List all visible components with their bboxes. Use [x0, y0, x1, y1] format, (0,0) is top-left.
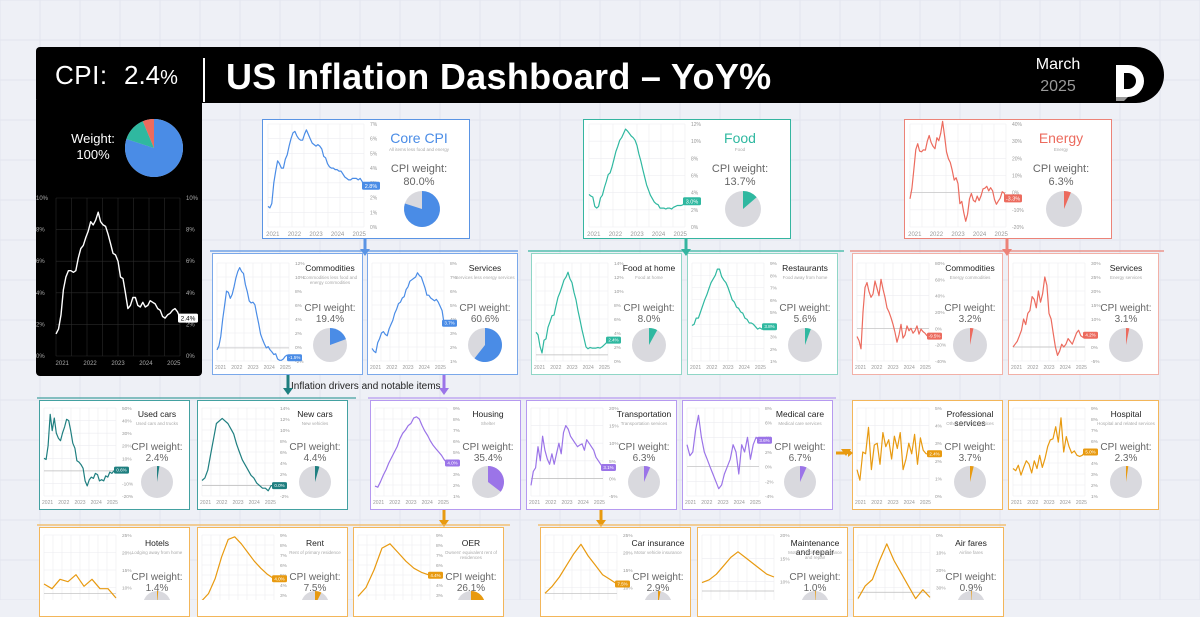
- food-home-weight: CPI weight: 8.0%: [623, 303, 675, 325]
- food-home-subtitle: Food at home: [635, 275, 663, 280]
- used-cars-weight: CPI weight: 2.4%: [131, 442, 183, 464]
- air-fares-subtitle: Airline fares: [959, 550, 983, 555]
- food-home-title: Food at home: [622, 263, 676, 273]
- used-cars-subtitle: Used cars and trucks: [135, 421, 179, 426]
- hotels-subtitle: Lodging away from home: [131, 550, 183, 555]
- report-year: 2025: [1040, 78, 1076, 95]
- restaurants-weight: CPI weight: 5.6%: [779, 303, 831, 325]
- professional-services-subtitle: Other personal services: [946, 421, 994, 426]
- core-commodities-weight: CPI weight: 19.4%: [304, 303, 356, 325]
- air-fares-weight: CPI weight: 0.9%: [945, 572, 997, 594]
- food-subtitle: Food: [734, 147, 746, 152]
- professional-services-title: Professional services: [946, 409, 994, 428]
- new-cars-title: New cars: [297, 409, 333, 419]
- hospital-title: Hospital: [1110, 409, 1142, 419]
- core-subtitle: All items less food and energy: [388, 147, 450, 152]
- hospital-weight: CPI weight: 2.3%: [1100, 442, 1152, 464]
- hospital-subtitle: Hospital and related services: [1097, 421, 1155, 426]
- cpi-label: CPI:: [55, 60, 108, 90]
- medical-care-weight: CPI weight: 6.7%: [774, 442, 826, 464]
- car-insurance-subtitle: Motor vehicle insurance: [634, 550, 682, 555]
- food-weight: CPI weight: 13.7%: [711, 163, 769, 188]
- cpi-value: 2.4%: [124, 60, 178, 90]
- oer-title: OER: [461, 538, 481, 548]
- energy-services-weight: CPI weight: 3.1%: [1100, 303, 1152, 325]
- maintenance-subtitle: Motor vehicle maintenance and repair: [788, 550, 842, 560]
- core-services-weight: CPI weight: 60.6%: [459, 303, 511, 325]
- hotels-weight: CPI weight: 1.4%: [131, 572, 183, 594]
- rent-subtitle: Rent of primary residence: [289, 550, 341, 555]
- header-divider: [203, 58, 205, 102]
- cpi-weight-label: Weight: 100%: [71, 131, 115, 162]
- car-insurance-title: Car insurance: [631, 538, 685, 548]
- transportation-title: Transportation: [616, 409, 672, 419]
- core-commodities-title: Commodities: [305, 263, 355, 273]
- transportation-weight: CPI weight: 6.3%: [618, 442, 670, 464]
- car-insurance-weight: CPI weight: 2.9%: [632, 572, 684, 594]
- report-month: March: [1035, 56, 1081, 73]
- housing-weight: CPI weight: 35.4%: [462, 442, 514, 464]
- medical-care-subtitle: Medical care services: [778, 421, 822, 426]
- core-title: Core CPI: [390, 130, 448, 146]
- maintenance-title: Maintenance and repair: [790, 538, 840, 557]
- energy-subtitle: Energy: [1053, 147, 1069, 152]
- hotels-title: Hotels: [144, 538, 170, 548]
- energy-commodities-subtitle: Energy commodities: [949, 275, 991, 280]
- housing-title: Housing: [472, 409, 504, 419]
- food-title: Food: [724, 130, 756, 146]
- air-fares-title: Air fares: [955, 538, 987, 548]
- new-cars-weight: CPI weight: 4.4%: [289, 442, 341, 464]
- header-bar: [36, 47, 1164, 103]
- restaurants-subtitle: Food away from home: [782, 275, 828, 280]
- page-title: US Inflation Dashboard – YoY%: [226, 56, 772, 97]
- energy-services-title: Services: [1109, 263, 1143, 273]
- medical-care-title: Medical care: [775, 409, 825, 419]
- restaurants-title: Restaurants: [782, 263, 828, 273]
- rent-title: Rent: [306, 538, 324, 548]
- brand-logo: [1116, 65, 1144, 101]
- maintenance-weight: CPI weight: 1.0%: [789, 572, 841, 594]
- transportation-subtitle: Transportation services: [620, 421, 668, 426]
- energy-commodities-title: Commodities: [945, 263, 995, 273]
- oer-subtitle: Owners' equivalent rent of residences: [444, 550, 498, 560]
- energy-weight: CPI weight: 6.3%: [1032, 163, 1090, 188]
- energy-services-subtitle: Energy services: [1109, 275, 1142, 280]
- housing-subtitle: Shelter: [480, 421, 496, 426]
- core-services-subtitle: Services less energy services: [455, 275, 515, 280]
- energy-title: Energy: [1038, 130, 1084, 146]
- used-cars-title: Used cars: [137, 409, 177, 419]
- energy-commodities-weight: CPI weight: 3.2%: [944, 303, 996, 325]
- new-cars-subtitle: New vehicles: [301, 421, 329, 426]
- professional-services-weight: CPI weight: 3.7%: [944, 442, 996, 464]
- core-weight: CPI weight: 80.0%: [390, 163, 448, 188]
- core-services-title: Services: [468, 263, 502, 273]
- core-commodities-subtitle: Commodities less food and energy commodi…: [302, 275, 358, 285]
- notable-items-label: Inflation drivers and notable items: [291, 381, 441, 392]
- rent-weight: CPI weight: 7.5%: [289, 572, 341, 594]
- oer-weight: CPI weight: 26.1%: [445, 572, 497, 594]
